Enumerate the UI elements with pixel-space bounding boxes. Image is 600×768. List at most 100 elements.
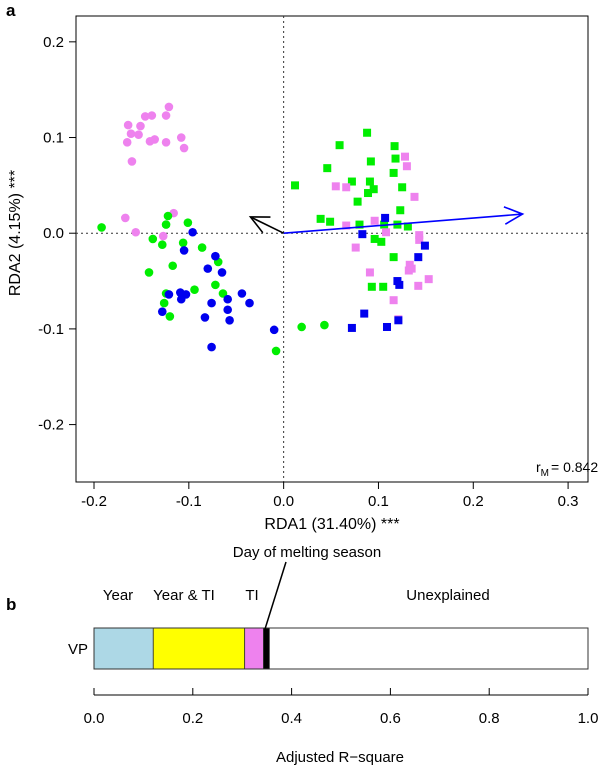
data-point-square: [389, 253, 398, 262]
data-point-square: [342, 221, 351, 230]
data-point-circle: [161, 111, 171, 120]
plot-frame: [75, 15, 589, 483]
data-point-square: [366, 157, 375, 166]
data-point-square: [370, 234, 379, 243]
data-point-circle: [207, 298, 216, 308]
data-point-circle: [127, 157, 137, 166]
data-point-circle: [164, 102, 174, 112]
data-point-square: [404, 266, 413, 275]
data-point-square: [420, 241, 429, 250]
data-point-circle: [161, 138, 171, 147]
data-point-circle: [136, 121, 145, 131]
data-point-square: [414, 253, 423, 262]
data-point-square: [381, 213, 390, 222]
data-point-circle: [144, 268, 154, 277]
data-point-circle: [131, 227, 141, 237]
data-point-square: [364, 189, 373, 198]
data-point-circle: [178, 238, 188, 248]
data-point-square: [353, 197, 362, 206]
y-tick-label: 0.2: [43, 34, 64, 51]
data-point-circle: [197, 243, 207, 252]
data-point-circle: [147, 111, 157, 120]
bar-x-tick-label: 0.2: [182, 710, 203, 727]
data-point-square: [291, 181, 300, 190]
data-point-circle: [190, 285, 199, 294]
panel-a-label: a: [6, 1, 16, 20]
bar-segment: [152, 627, 246, 670]
segment-label-year-ti: Year & TI: [153, 587, 215, 604]
data-point-circle: [225, 315, 234, 325]
x-tick-label: 0.2: [463, 493, 484, 510]
bar-x-axis-label: Adjusted R−square: [276, 749, 404, 766]
data-point-square: [382, 228, 391, 237]
data-point-circle: [157, 240, 167, 249]
bar-outline: [93, 627, 589, 670]
data-point-circle: [200, 313, 210, 322]
bar-segment: [93, 627, 154, 670]
data-point-circle: [164, 290, 174, 299]
data-point-circle: [297, 322, 306, 332]
rm-value: = 0.842: [551, 459, 598, 475]
data-point-square: [331, 182, 340, 191]
data-point-circle: [176, 133, 186, 142]
data-point-circle: [237, 289, 247, 298]
data-point-circle: [320, 320, 329, 330]
segment-label-year: Year: [103, 587, 133, 604]
data-point-square: [398, 183, 407, 192]
data-point-square: [370, 216, 379, 225]
bar-x-axis: 0.0 0.2 0.4 0.6 0.8 1.0: [84, 688, 598, 727]
data-point-square: [382, 322, 391, 331]
data-point-circle: [158, 231, 168, 241]
data-point-square: [389, 168, 398, 177]
rm-r: r: [536, 459, 541, 475]
data-point-circle: [203, 264, 213, 273]
x-tick-label: -0.1: [176, 493, 202, 510]
data-point-circle: [217, 268, 227, 277]
arrow-shaft: [283, 213, 523, 235]
data-point-circle: [223, 305, 233, 315]
data-point-square: [390, 142, 399, 151]
bar-x-tick-label: 0.8: [479, 710, 500, 727]
scatter-points: [97, 102, 433, 356]
data-point-circle: [134, 130, 143, 139]
data-point-circle: [179, 143, 189, 153]
data-point-square: [379, 282, 388, 291]
y-tick-label: -0.2: [38, 417, 64, 434]
data-point-square: [326, 217, 335, 226]
axis-ticks: -0.2 -0.1 0.0 0.1 0.2 0.3 0.2 0.1 0.0 -0.1 -0.2: [38, 34, 578, 510]
arrow-shaft: [250, 216, 284, 234]
data-point-circle: [123, 120, 133, 130]
data-point-circle: [148, 234, 158, 244]
data-point-square: [355, 220, 364, 229]
data-point-circle: [188, 227, 197, 237]
data-point-square: [323, 164, 332, 173]
data-point-square: [369, 185, 378, 194]
data-point-circle: [140, 112, 150, 121]
data-point-square: [377, 237, 386, 246]
data-point-square: [335, 141, 344, 150]
arrow-head: [248, 216, 271, 234]
rm-annotation: rM = 0.842: [536, 459, 598, 479]
data-point-square: [389, 296, 398, 305]
data-point-square: [415, 235, 424, 244]
data-point-square: [414, 281, 423, 290]
data-point-square: [365, 268, 374, 277]
data-point-square: [316, 214, 325, 223]
data-point-circle: [211, 251, 220, 261]
variance-partition-bar: [93, 627, 589, 670]
x-axis-label: RDA1 (31.40%) ***: [264, 516, 399, 533]
data-point-square: [403, 222, 412, 231]
bar-x-tick-label: 0.4: [281, 710, 302, 727]
data-point-square: [410, 192, 419, 201]
bar-segment: [244, 627, 264, 670]
arrow-head: [503, 206, 525, 225]
data-point-square: [363, 128, 372, 137]
data-point-circle: [207, 342, 216, 352]
data-point-circle: [159, 298, 169, 308]
data-point-circle: [269, 325, 279, 335]
reference-lines: [76, 16, 588, 482]
data-point-square: [396, 206, 405, 215]
data-point-circle: [163, 211, 173, 221]
bar-segment: [263, 627, 270, 670]
bar-category-label: VP: [68, 641, 88, 658]
